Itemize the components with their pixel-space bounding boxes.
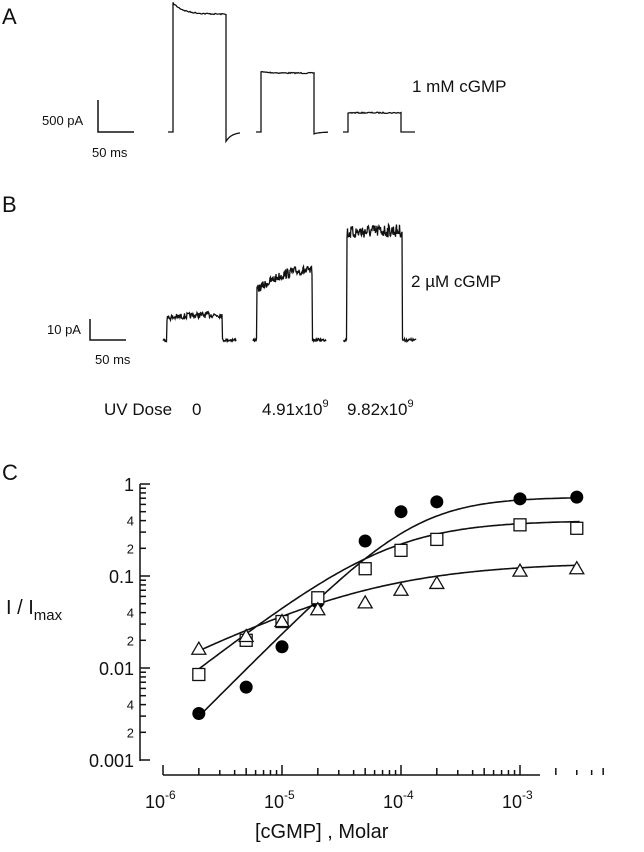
data-point-circle [430,495,444,509]
traces-a [168,2,415,144]
data-point-triangle [568,560,585,575]
data-point-square [570,521,584,535]
y-axis-label: I / Imax [6,597,63,624]
fit-curve [198,564,580,652]
y-tick-label: 2 [127,725,134,740]
y-tick-label: 2 [127,541,134,556]
data-point-triangle [357,594,374,609]
panel-label-a: A [2,4,17,29]
x-tick-label: 10-3 [502,788,533,812]
data-point-circle [394,505,408,519]
data-point-circle [570,490,584,504]
data-point-triangle [238,628,255,643]
data-point-triangle [428,575,445,590]
annotation-a: 1 mM cGMP [412,77,506,96]
data-point-square [358,562,372,576]
data-point-square [513,518,527,532]
fit-curve [198,520,580,670]
x-axis-label: [cGMP] , Molar [255,821,389,843]
y-tick-label: 4 [127,698,134,713]
data-point-square [394,543,408,558]
uv-dose-label: UV Dose [104,400,172,419]
traces-b [162,222,417,344]
x-tick-label: 10-5 [264,788,295,812]
uv-dose-1: 4.91x109 [262,398,329,419]
scale-current-a: 500 pA [42,113,84,128]
y-tick-label: 1 [124,475,134,495]
scale-current-b: 10 pA [47,322,81,337]
scale-bar-b [89,319,126,341]
current-trace [343,111,415,133]
data-point-circle [239,680,253,694]
panel-label-b: B [2,192,17,217]
data-point-circle [513,492,527,506]
data-point-triangle [190,640,207,655]
current-trace [162,310,237,344]
y-tick-label: 0.01 [99,659,134,679]
annotation-b: 2 µM cGMP [411,272,501,291]
x-tick-label: 10-6 [145,788,176,812]
scale-time-b: 50 ms [95,352,131,367]
data-point-triangle [511,562,529,577]
axes-c: 1 4 2 0.1 4 2 0.01 4 2 0.001 10-6 10-5 10-4 10-3 [89,475,604,812]
data-point-circle [358,534,372,548]
current-trace [168,2,241,144]
data-points [190,490,585,721]
scale-bar-a [97,100,134,133]
y-tick-label: 0.001 [89,751,134,771]
data-point-triangle [392,581,410,596]
x-tick-label: 10-4 [383,788,414,812]
y-tick-label: 0.1 [109,567,134,587]
panel-label-c: C [2,460,18,485]
current-trace [252,264,327,344]
data-point-square [430,532,444,547]
current-trace [256,70,328,135]
data-point-circle [275,640,289,654]
data-point-circle [192,707,206,721]
uv-dose-0: 0 [192,400,201,419]
uv-dose-2: 9.82x109 [347,398,414,419]
data-point-square [192,667,206,682]
y-tick-label: 4 [127,606,134,621]
current-trace [342,222,417,344]
data-point-triangle [273,613,291,628]
data-point-triangle [309,601,326,616]
y-tick-label: 2 [127,633,134,648]
scale-time-a: 50 ms [92,145,128,160]
y-tick-label: 4 [127,514,134,529]
